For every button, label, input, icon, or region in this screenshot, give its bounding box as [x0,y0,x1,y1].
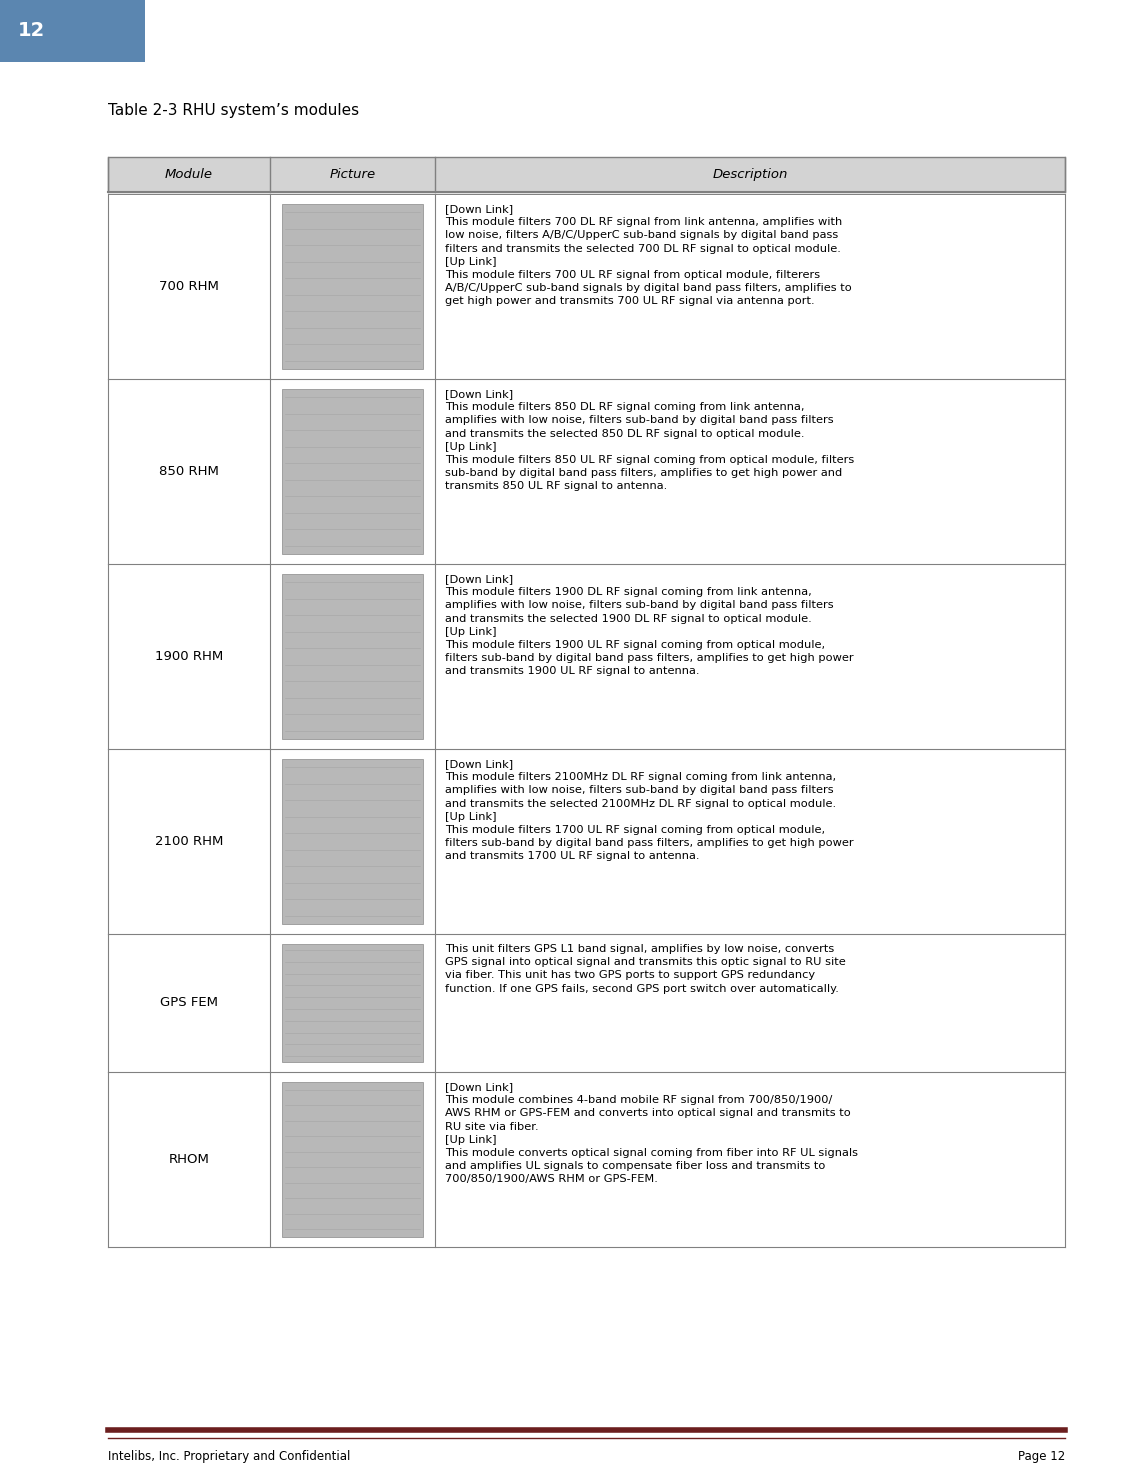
Text: [Down Link]
This module combines 4-band mobile RF signal from 700/850/1900/
AWS : [Down Link] This module combines 4-band … [446,1083,858,1185]
Text: [Down Link]
This module filters 1900 DL RF signal coming from link antenna,
ampl: [Down Link] This module filters 1900 DL … [446,574,854,676]
Bar [108,380,1065,564]
Text: 12: 12 [18,21,45,40]
Text: Page 12: Page 12 [1017,1450,1065,1464]
Bar [108,1072,1065,1247]
Bar [108,749,1065,934]
Bar [0,0,146,62]
Text: GPS FEM: GPS FEM [160,997,218,1010]
Bar [282,205,423,369]
Text: [Down Link]
This module filters 700 DL RF signal from link antenna, amplifies wi: [Down Link] This module filters 700 DL R… [446,205,852,307]
Text: RHOM: RHOM [168,1152,210,1166]
Text: 2100 RHM: 2100 RHM [155,835,223,848]
Bar [108,934,1065,1072]
Bar [108,194,1065,380]
Bar [282,1083,423,1237]
Text: [Down Link]
This module filters 850 DL RF signal coming from link antenna,
ampli: [Down Link] This module filters 850 DL R… [446,389,854,491]
Bar [108,157,1065,191]
Bar [282,759,423,924]
Text: Description: Description [712,168,787,181]
Text: [Down Link]
This module filters 2100MHz DL RF signal coming from link antenna,
a: [Down Link] This module filters 2100MHz … [446,759,854,862]
Text: 700 RHM: 700 RHM [159,280,219,294]
Text: This unit filters GPS L1 band signal, amplifies by low noise, converts
GPS signa: This unit filters GPS L1 band signal, am… [446,945,846,994]
Bar [282,574,423,739]
Text: Table 2-3 RHU system’s modules: Table 2-3 RHU system’s modules [108,102,359,117]
Text: Module: Module [165,168,213,181]
Text: 850 RHM: 850 RHM [159,466,219,478]
Bar [108,564,1065,749]
Bar [282,945,423,1062]
Text: Picture: Picture [329,168,376,181]
Bar [282,389,423,555]
Text: 1900 RHM: 1900 RHM [155,650,223,663]
Text: Intelibs, Inc. Proprietary and Confidential: Intelibs, Inc. Proprietary and Confident… [108,1450,351,1464]
